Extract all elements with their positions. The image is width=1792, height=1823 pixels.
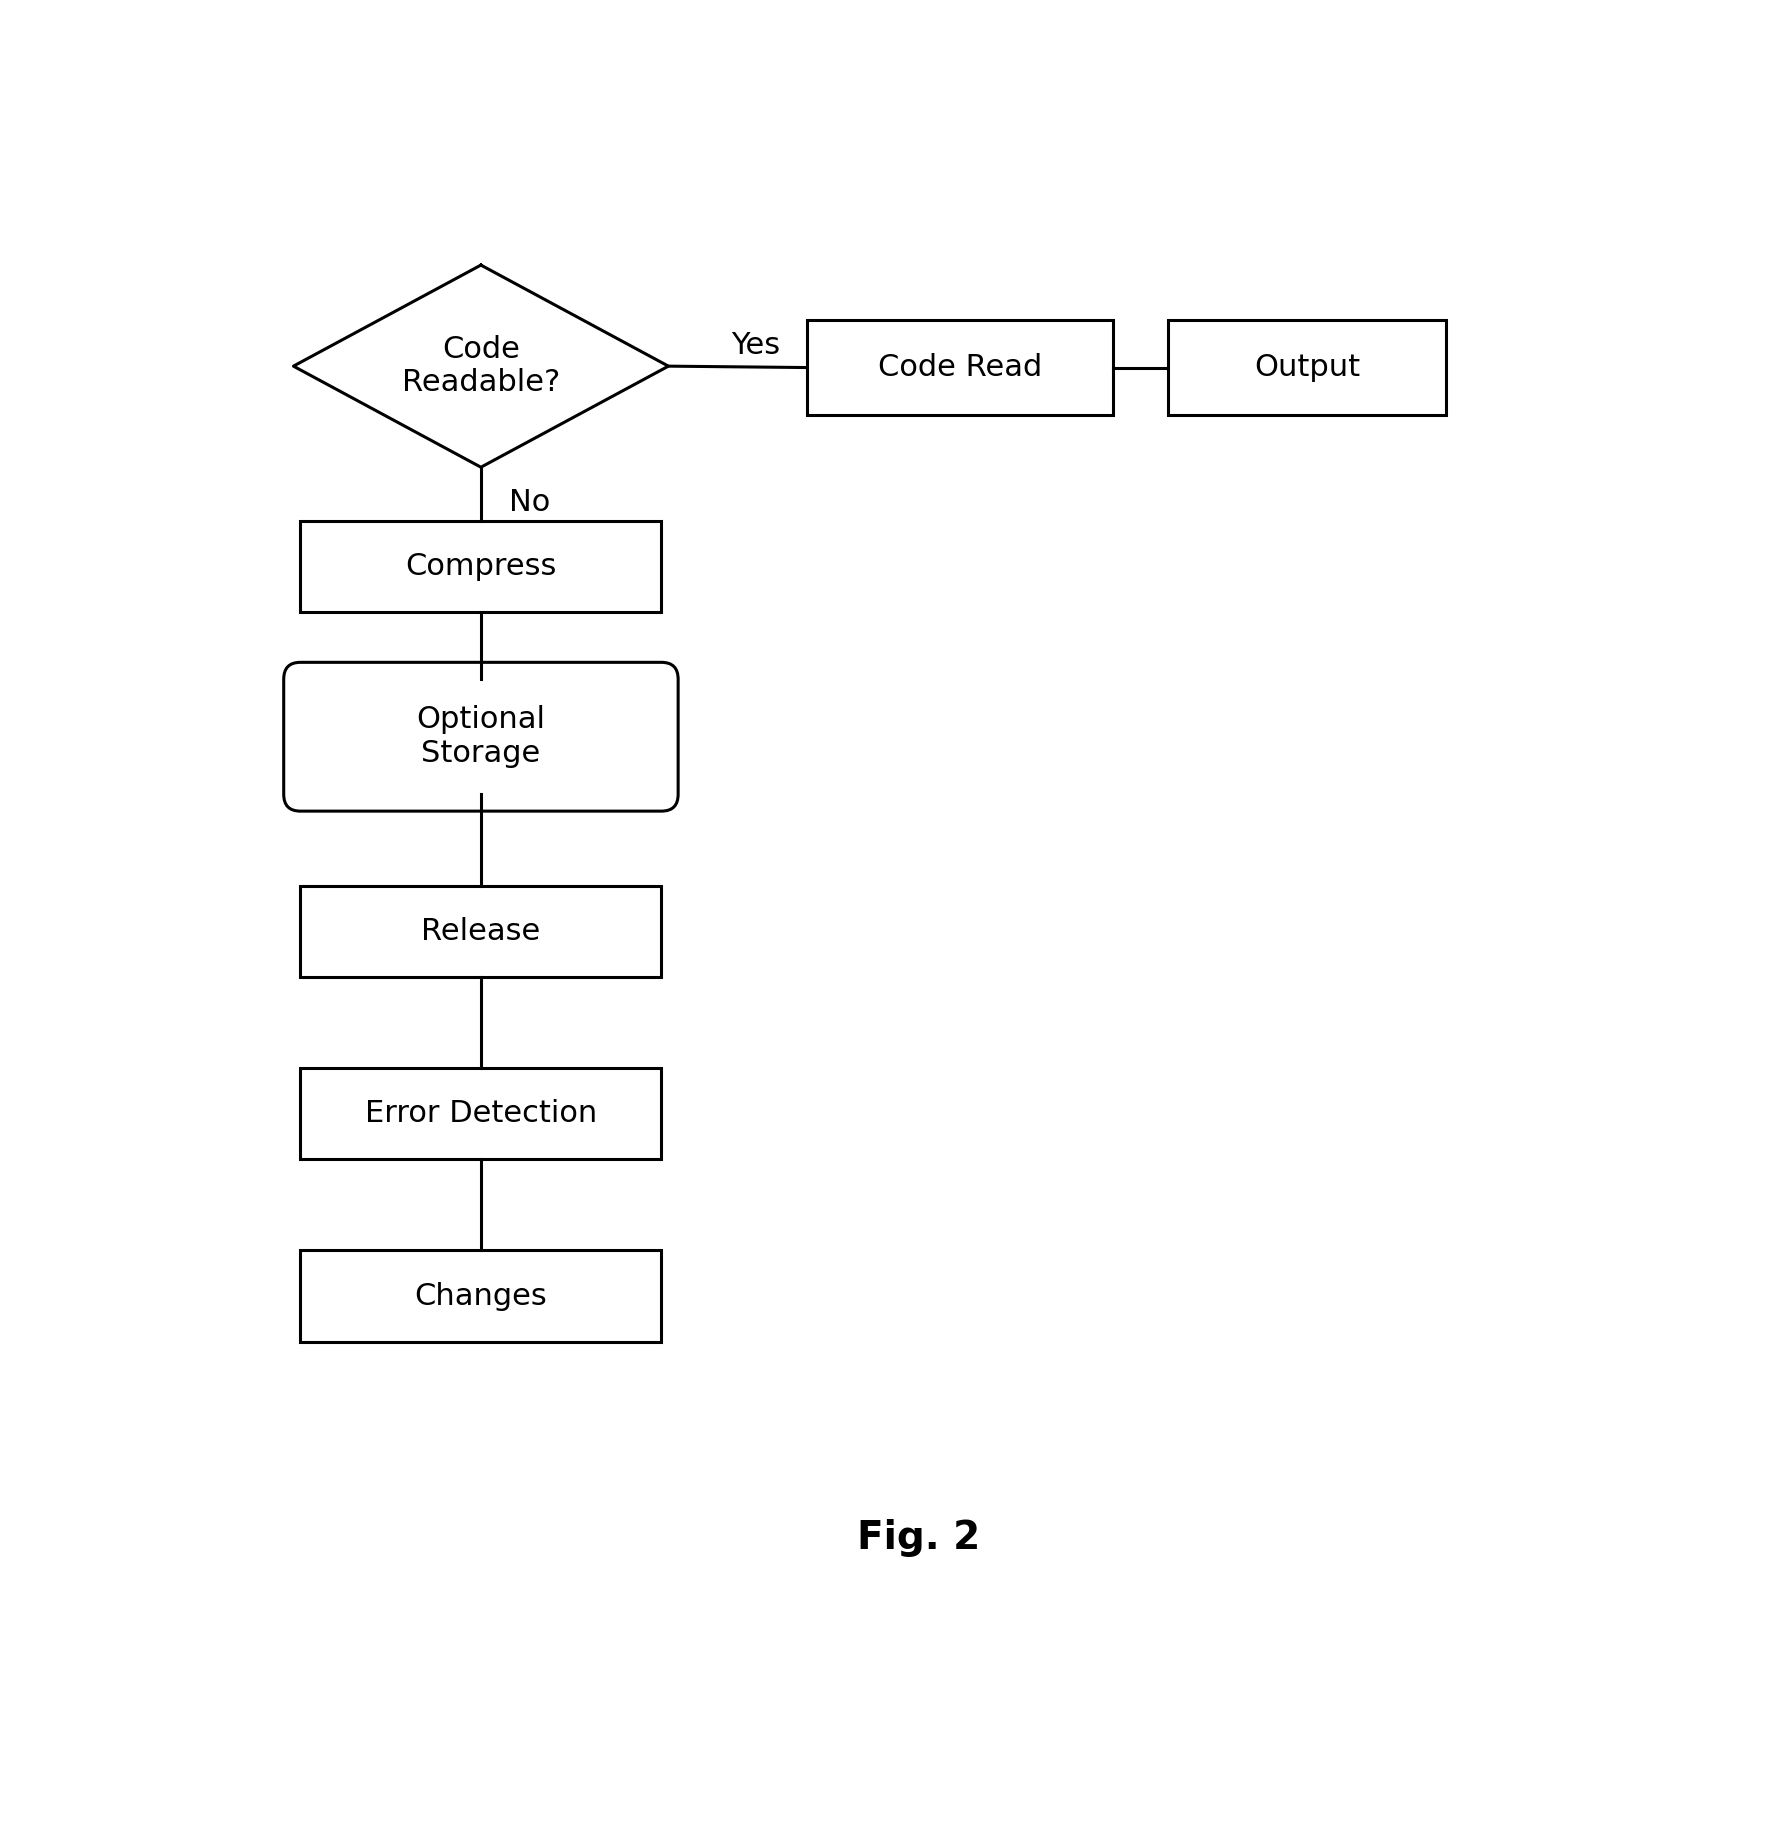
Bar (301, 521, 661, 613)
Text: Release: Release (421, 917, 541, 946)
Text: Code
Readable?: Code Readable? (401, 335, 561, 397)
Text: Optional
Storage: Optional Storage (416, 706, 545, 767)
FancyBboxPatch shape (283, 662, 677, 811)
Text: Fig. 2: Fig. 2 (857, 1519, 980, 1557)
Text: Error Detection: Error Detection (366, 1099, 597, 1128)
Bar (301, 1251, 661, 1342)
Text: Output: Output (1254, 354, 1360, 383)
Bar (301, 886, 661, 977)
Text: Compress: Compress (405, 552, 557, 582)
Text: Code Read: Code Read (878, 354, 1043, 383)
Text: Yes: Yes (731, 330, 780, 359)
Bar (806, 319, 1113, 416)
Bar (1168, 319, 1446, 416)
Text: No: No (509, 489, 550, 518)
Bar (301, 1068, 661, 1159)
Text: Changes: Changes (414, 1282, 547, 1311)
